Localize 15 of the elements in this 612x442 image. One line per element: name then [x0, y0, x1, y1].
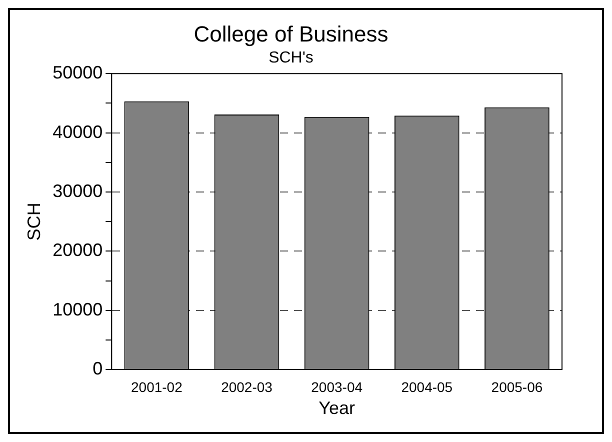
- y-axis-title: SCH: [24, 202, 44, 241]
- y-tick-label: 40000: [52, 122, 103, 142]
- y-tick-label: 20000: [52, 240, 103, 260]
- x-tick-label: 2003-04: [311, 378, 363, 395]
- x-tick-label: 2002-03: [221, 378, 273, 395]
- x-tick-label: 2001-02: [130, 378, 183, 395]
- x-axis-title: Year: [318, 398, 356, 418]
- y-tick-label: 30000: [52, 180, 103, 201]
- x-tick-label: 2004-05: [401, 378, 453, 395]
- x-tick-label: 2005-06: [491, 378, 543, 395]
- chart-title: College of Business: [194, 21, 388, 46]
- chart-subtitle: SCH's: [268, 49, 314, 66]
- y-tick-label: 10000: [52, 299, 103, 320]
- y-tick-label: 0: [92, 358, 103, 379]
- y-tick-label: 50000: [52, 62, 103, 83]
